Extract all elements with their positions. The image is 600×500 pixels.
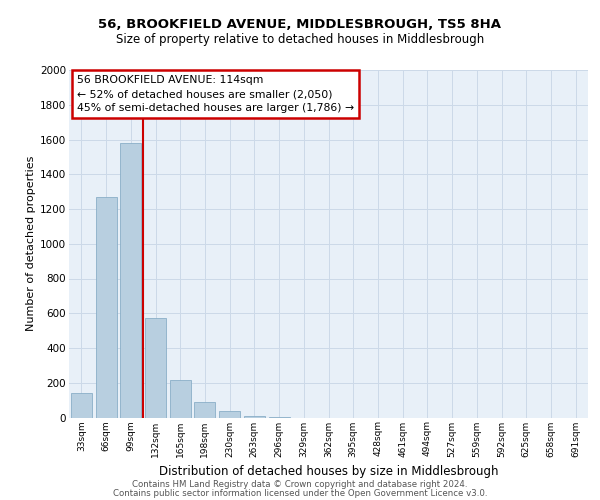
Bar [95,197,116,418]
X-axis label: Distribution of detached houses by size in Middlesbrough: Distribution of detached houses by size … [159,465,498,478]
Bar [71,393,92,417]
Bar [219,410,240,418]
Bar [244,416,265,418]
Bar [170,380,191,418]
Text: Contains HM Land Registry data © Crown copyright and database right 2024.: Contains HM Land Registry data © Crown c… [132,480,468,489]
Text: Size of property relative to detached houses in Middlesbrough: Size of property relative to detached ho… [116,32,484,46]
Text: 56, BROOKFIELD AVENUE, MIDDLESBROUGH, TS5 8HA: 56, BROOKFIELD AVENUE, MIDDLESBROUGH, TS… [98,18,502,30]
Bar [145,318,166,418]
Bar [269,416,290,418]
Bar [194,402,215,417]
Text: Contains public sector information licensed under the Open Government Licence v3: Contains public sector information licen… [113,489,487,498]
Y-axis label: Number of detached properties: Number of detached properties [26,156,36,332]
Bar [120,143,141,417]
Text: 56 BROOKFIELD AVENUE: 114sqm
← 52% of detached houses are smaller (2,050)
45% of: 56 BROOKFIELD AVENUE: 114sqm ← 52% of de… [77,75,354,113]
